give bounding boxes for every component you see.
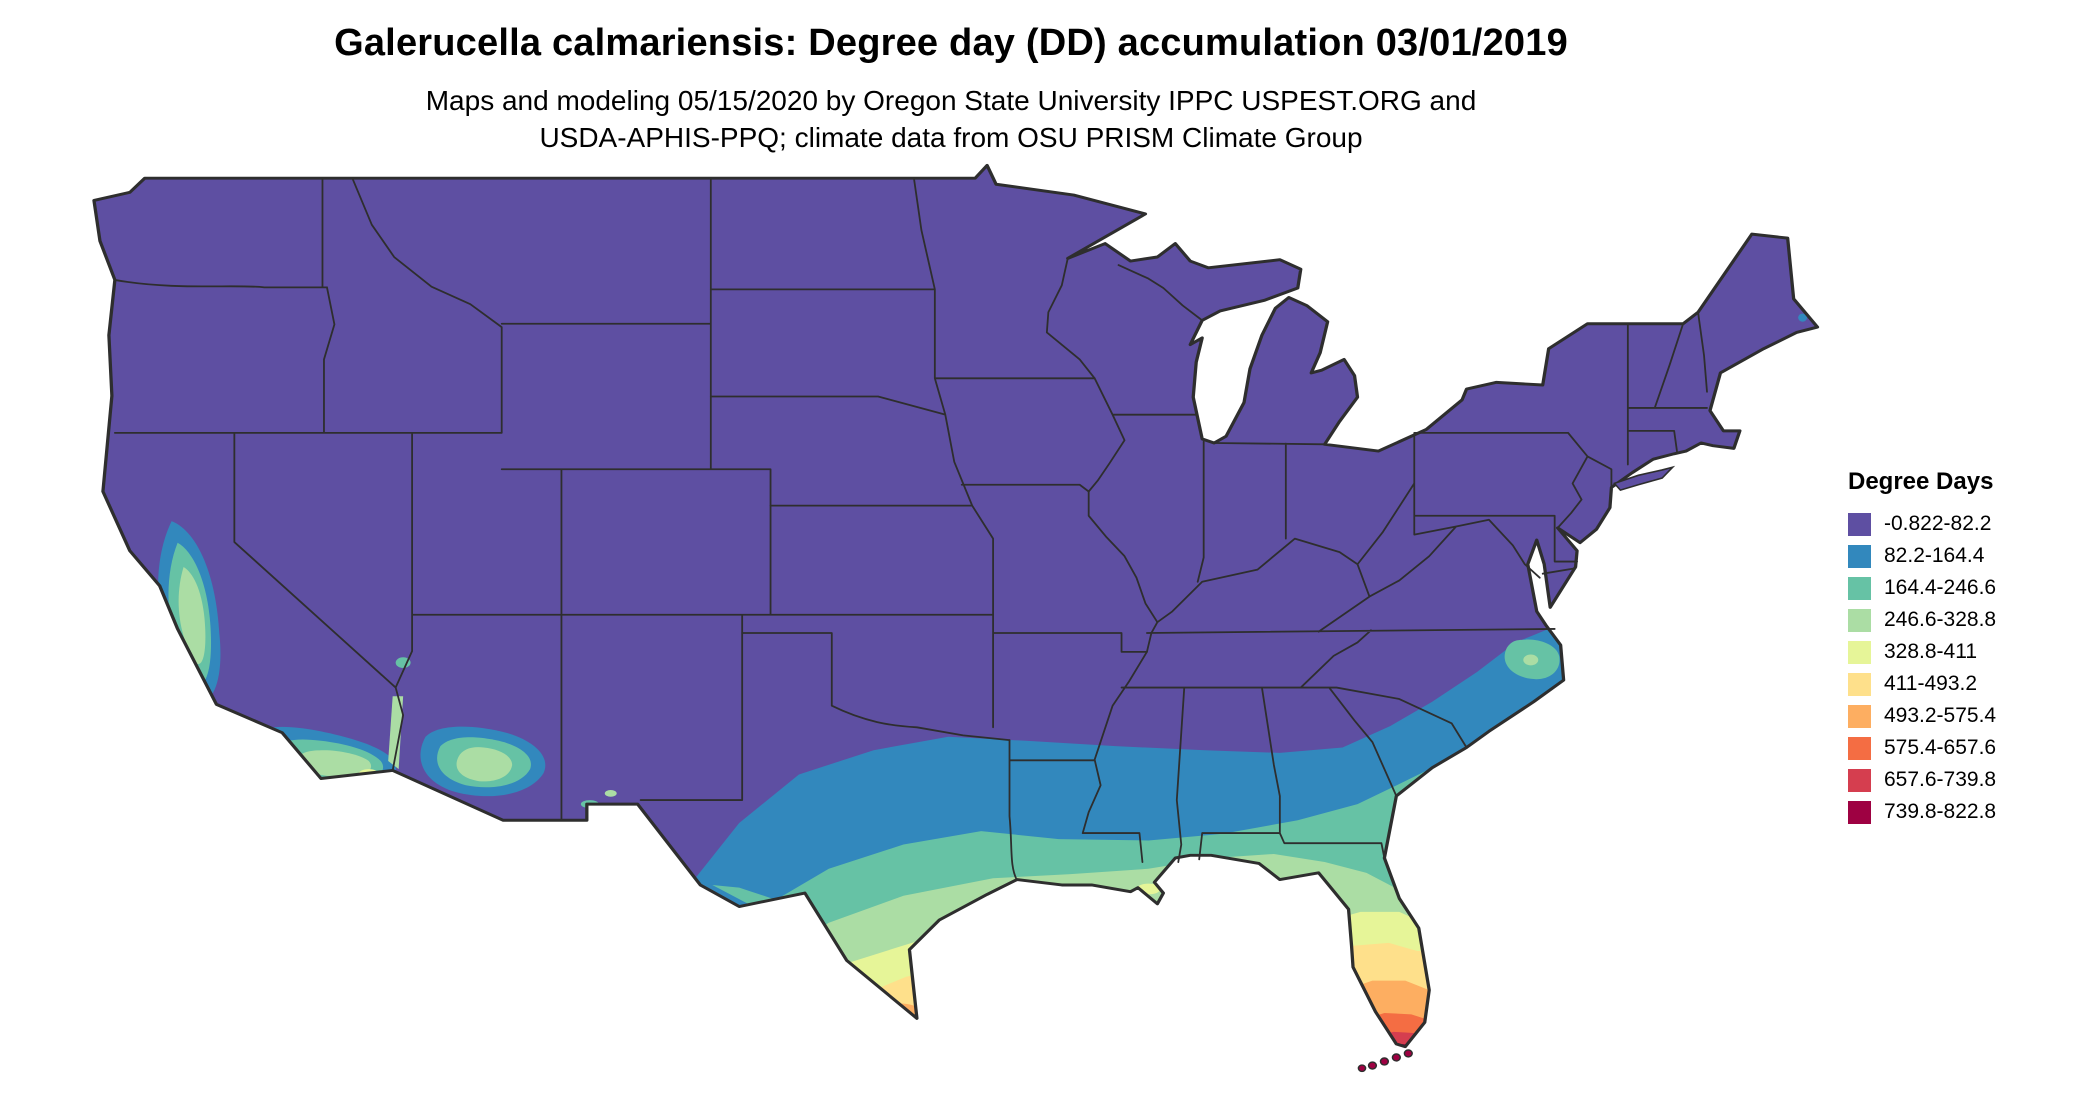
legend-label: -0.822-82.2	[1884, 512, 1992, 535]
florida-keys	[1357, 1049, 1413, 1073]
legend-item: 164.4-246.6	[1848, 572, 1996, 604]
legend-swatch	[1848, 512, 1871, 536]
legend-label: 246.6-328.8	[1884, 608, 1997, 631]
legend-title: Degree Days	[1848, 468, 1994, 495]
page-subtitle: Maps and modeling 05/15/2020 by Oregon S…	[0, 83, 1902, 157]
legend-label: 575.4-657.6	[1884, 736, 1997, 759]
southwest-warm-patches	[158, 521, 773, 904]
legend-item: 411-493.2	[1848, 668, 1996, 700]
legend-swatch	[1848, 576, 1871, 600]
legend-item: 493.2-575.4	[1848, 700, 1996, 732]
band-palegreen-fl	[1300, 911, 1600, 1047]
legend-swatch	[1848, 544, 1871, 568]
legend-swatch	[1848, 704, 1871, 728]
legend-item: 575.4-657.6	[1848, 732, 1996, 764]
legend-label: 411-493.2	[1884, 672, 1978, 695]
legend-label: 328.8-411	[1884, 640, 1978, 663]
legend-swatch	[1848, 672, 1871, 696]
band-palegreen-tx	[760, 933, 1020, 1047]
legend-swatch	[1848, 640, 1871, 664]
subtitle-line-2: USDA-APHIS-PPQ; climate data from OSU PR…	[539, 121, 1363, 153]
state-borders	[115, 178, 1707, 880]
legend-item: 328.8-411	[1848, 636, 1996, 668]
band-yellow-fl	[1306, 942, 1600, 1047]
legend-label: 657.6-739.8	[1884, 768, 1997, 791]
page-title: Galerucella calmariensis: Degree day (DD…	[334, 22, 1568, 64]
legend-label: 739.8-822.8	[1884, 800, 1997, 823]
us-land-base	[93, 165, 1818, 1047]
band-yellow-tx	[801, 969, 988, 1047]
legend-swatch	[1848, 608, 1871, 632]
long-island	[1614, 467, 1672, 490]
legend-item: 657.6-739.8	[1848, 764, 1996, 796]
us-map-svg	[92, 163, 1820, 1073]
east-coast-patches	[1504, 313, 1808, 680]
legend-swatch	[1848, 736, 1871, 760]
legend-item: 739.8-822.8	[1848, 796, 1996, 828]
map-header: Galerucella calmariensis: Degree day (DD…	[0, 22, 1902, 157]
legend-item: 82.2-164.4	[1848, 540, 1996, 572]
legend-item: 246.6-328.8	[1848, 604, 1996, 636]
map-legend: Degree Days -0.822-82.2 82.2-164.4 164.4…	[1848, 468, 1996, 828]
legend-label: 82.2-164.4	[1884, 544, 1985, 567]
subtitle-line-1: Maps and modeling 05/15/2020 by Oregon S…	[425, 85, 1477, 116]
legend-label: 164.4-246.6	[1884, 576, 1997, 599]
legend-label: 493.2-575.4	[1884, 704, 1997, 727]
legend-swatch	[1848, 800, 1871, 824]
legend-swatch	[1848, 768, 1871, 792]
us-degree-day-map	[85, 160, 1825, 1110]
legend-item: -0.822-82.2	[1848, 508, 1996, 540]
